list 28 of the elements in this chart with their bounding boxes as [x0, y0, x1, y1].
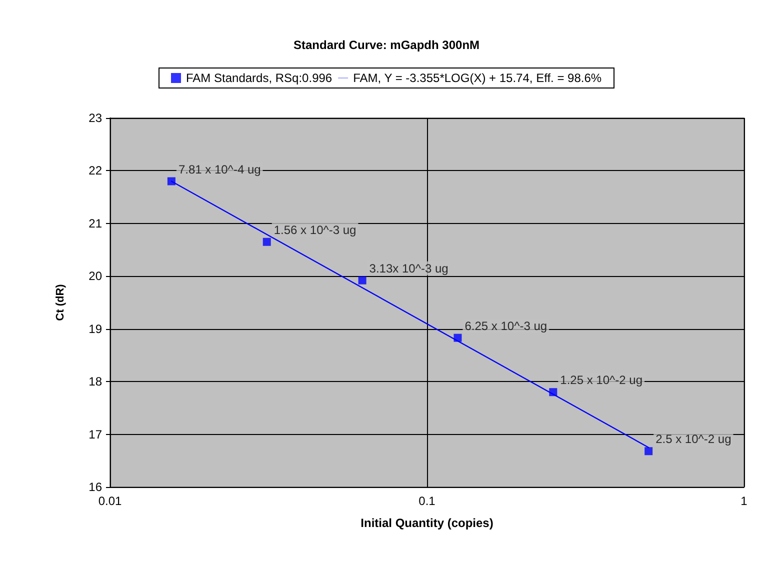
chart-title: Standard Curve: mGapdh 300nM: [293, 38, 480, 52]
point: [454, 334, 462, 342]
y-tick-label: 22: [88, 164, 102, 178]
x-tick-label: 1: [740, 494, 748, 508]
annotation: 6.25 x 10^-3 ug: [464, 318, 548, 333]
point: [262, 238, 271, 246]
annotation: 7.81 x 10^-4 ug: [178, 162, 261, 176]
y-tick-label: 19: [88, 322, 102, 336]
annotation: 3.13x 10^-3 ug: [369, 261, 448, 276]
point: [644, 447, 653, 456]
point: [549, 388, 558, 396]
annotation: 1.56 x 10^-3 ug: [274, 222, 356, 237]
point: [358, 276, 366, 284]
y-tick-label: 21: [88, 216, 102, 230]
annotation: 1.25 x 10^-2 ug: [560, 373, 643, 388]
x-axis-title: Initial Quantity (copies): [360, 516, 494, 530]
y-tick-label: 20: [88, 269, 102, 284]
legend-label: FAM, Y = -3.355*LOG(X) + 15.74, Eff. = 98.6%: [353, 71, 602, 85]
y-tick-label: 18: [88, 374, 102, 389]
y-axis-title: Ct (dR): [54, 284, 66, 321]
x-tick-label: 0.01: [98, 494, 122, 508]
annotation: 2.5 x 10^-2 ug: [656, 432, 732, 446]
point: [167, 177, 176, 186]
x-tick-label: 0.1: [418, 494, 436, 508]
legend-label: FAM Standards, RSq:0.996: [186, 71, 332, 85]
y-tick-label: 16: [88, 480, 102, 494]
y-tick-label: 17: [88, 427, 102, 442]
y-tick-label: 23: [88, 111, 102, 125]
